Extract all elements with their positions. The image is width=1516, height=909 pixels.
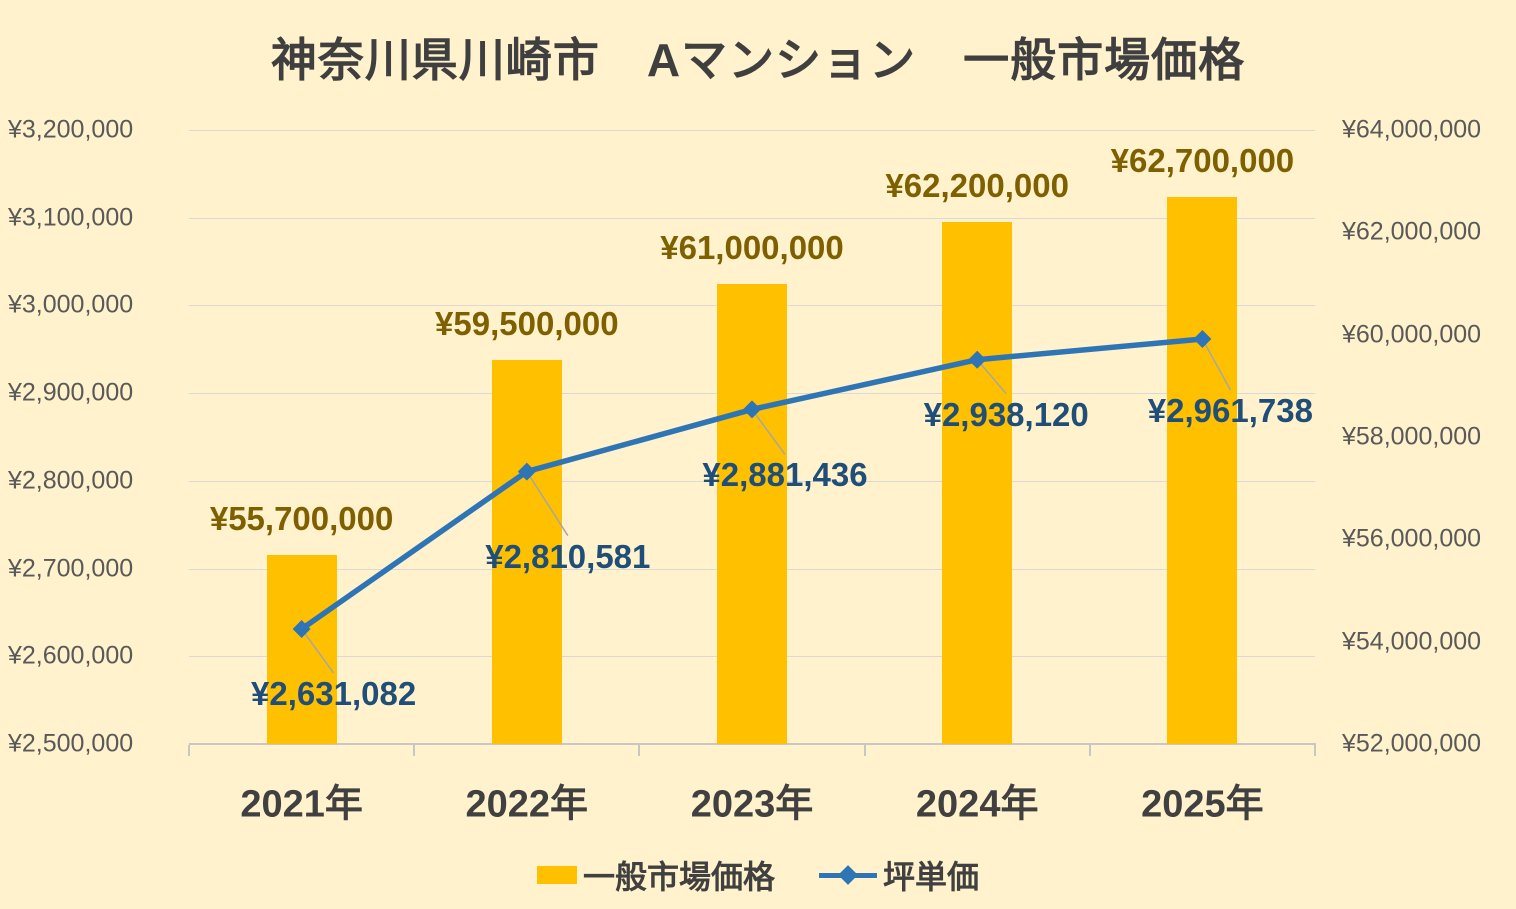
x-axis-tick	[188, 745, 190, 756]
line-diamond-swatch-icon	[819, 865, 877, 885]
left-axis-tick-label: ¥2,600,000	[8, 641, 134, 670]
line-value-label: ¥2,631,082	[251, 675, 417, 713]
gridline	[189, 130, 1315, 131]
x-axis-line	[189, 743, 1316, 745]
left-axis-tick-label: ¥2,500,000	[8, 729, 134, 758]
bar-value-label: ¥61,000,000	[660, 228, 844, 266]
line-value-label: ¥2,881,436	[702, 456, 868, 494]
chart-title: 神奈川県川崎市 Aマンション 一般市場価格	[270, 34, 1246, 86]
x-axis-label-2022年: 2022年	[465, 783, 589, 826]
right-axis-tick-label: ¥56,000,000	[1342, 524, 1482, 553]
x-axis-label-2024年: 2024年	[915, 783, 1039, 826]
bar-value-label: ¥55,700,000	[209, 499, 394, 537]
left-axis-tick-label: ¥3,100,000	[8, 203, 134, 232]
line-value-label: ¥2,810,581	[485, 537, 651, 575]
x-axis-tick	[413, 745, 416, 756]
bar-value-label: ¥59,500,000	[435, 305, 619, 343]
x-axis-label-2021年: 2021年	[240, 783, 363, 826]
right-axis-tick-label: ¥52,000,000	[1342, 729, 1482, 758]
bar-2024年[interactable]	[942, 222, 1013, 744]
legend-label: 坪単価	[883, 859, 980, 895]
right-axis-tick-label: ¥64,000,000	[1342, 115, 1482, 144]
left-axis-tick-label: ¥3,200,000	[8, 115, 134, 144]
right-axis-tick-label: ¥54,000,000	[1342, 627, 1482, 656]
bar-value-label: ¥62,700,000	[1110, 141, 1295, 179]
right-axis-tick-label: ¥62,000,000	[1342, 217, 1482, 246]
x-axis-tick	[1314, 745, 1316, 756]
x-axis-label-2023年: 2023年	[690, 783, 814, 826]
x-axis-tick	[863, 745, 866, 756]
left-axis-tick-label: ¥2,800,000	[8, 466, 134, 495]
gridline	[189, 217, 1315, 219]
line-value-label: ¥2,961,738	[1147, 391, 1313, 429]
right-axis-tick-label: ¥60,000,000	[1342, 320, 1482, 349]
left-axis-tick-label: ¥2,900,000	[8, 378, 134, 407]
bar-2025年[interactable]	[1167, 196, 1238, 744]
legend-item-market-price[interactable]: 一般市場価格	[536, 852, 775, 898]
bar-2023年[interactable]	[717, 283, 787, 744]
right-axis-tick-label: ¥58,000,000	[1342, 422, 1482, 451]
x-axis-label-2025年: 2025年	[1141, 783, 1264, 826]
legend-item-tsubo-price[interactable]: 坪単価	[819, 852, 979, 898]
left-axis-tick-label: ¥3,000,000	[8, 290, 134, 319]
bar-value-label: ¥62,200,000	[885, 167, 1069, 205]
x-axis-tick	[638, 745, 641, 756]
bar-swatch-icon	[536, 866, 577, 884]
line-value-label: ¥2,938,120	[923, 395, 1089, 433]
bar-2021年[interactable]	[266, 554, 337, 744]
x-axis-tick	[1088, 745, 1091, 756]
legend: 一般市場価格 坪単価	[0, 852, 1516, 898]
left-axis-tick-label: ¥2,700,000	[8, 554, 134, 583]
legend-label: 一般市場価格	[582, 859, 775, 895]
